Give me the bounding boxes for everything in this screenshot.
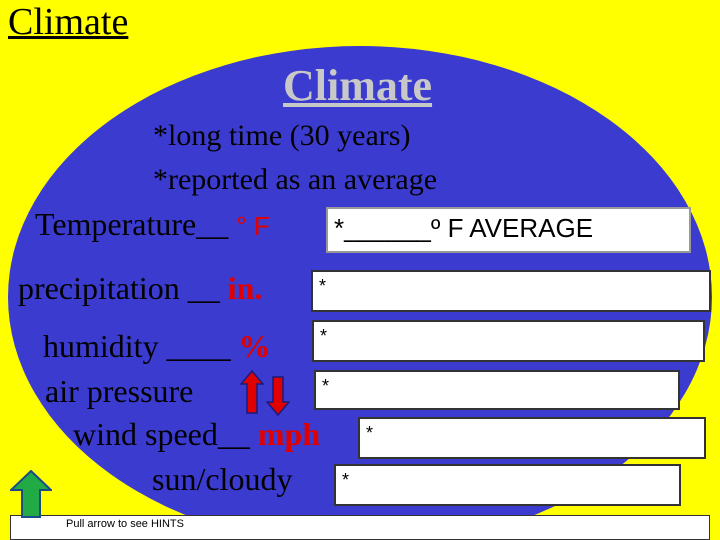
sun-cloudy-label: sun/cloudy	[152, 461, 293, 497]
main-title: Climate	[283, 61, 433, 110]
hint-text: Pull arrow to see HINTS	[66, 518, 184, 530]
sun-cloudy-answer-box[interactable]: *	[334, 464, 681, 506]
precipitation-label: precipitation __ in.	[18, 269, 262, 307]
pressure-down-arrow-icon	[266, 376, 290, 416]
air-pressure-label: air pressure	[45, 373, 194, 409]
wind-speed-label-text: wind speed__	[73, 416, 250, 452]
temperature-label-text: Temperature__	[35, 206, 229, 242]
precipitation-answer-text: *	[319, 276, 327, 296]
wind-speed-answer-text: *	[366, 423, 374, 443]
precipitation-unit: in.	[227, 270, 263, 306]
air-pressure-answer-box[interactable]: *	[314, 370, 680, 410]
temperature-answer-box[interactable]: *______º F AVERAGE	[326, 207, 691, 253]
temperature-answer-text: *______º F AVERAGE	[334, 213, 594, 243]
wind-speed-answer-box[interactable]: *	[358, 417, 706, 459]
pressure-up-arrow-icon	[240, 370, 264, 414]
hint-pull-arrow-icon[interactable]	[10, 470, 52, 518]
temperature-unit: ° F	[236, 211, 270, 241]
note-average: *reported as an average	[153, 163, 438, 196]
precipitation-answer-box[interactable]: *	[311, 270, 711, 312]
sun-cloudy-answer-text: *	[342, 470, 350, 490]
note-long-time: *long time (30 years)	[153, 119, 411, 152]
humidity-answer-box[interactable]: *	[312, 320, 705, 362]
precipitation-label-text: precipitation __	[18, 270, 220, 306]
humidity-label: humidity ____ %	[43, 327, 271, 365]
humidity-label-text: humidity ____	[43, 328, 231, 364]
air-pressure-answer-text: *	[322, 376, 330, 396]
wind-speed-unit: mph	[257, 416, 321, 452]
wind-speed-label: wind speed__ mph	[73, 415, 320, 453]
hint-bar	[10, 515, 710, 540]
corner-title: Climate	[8, 1, 129, 43]
humidity-answer-text: *	[320, 326, 328, 346]
humidity-unit: %	[238, 328, 271, 364]
temperature-label: Temperature__ ° F	[35, 205, 270, 245]
